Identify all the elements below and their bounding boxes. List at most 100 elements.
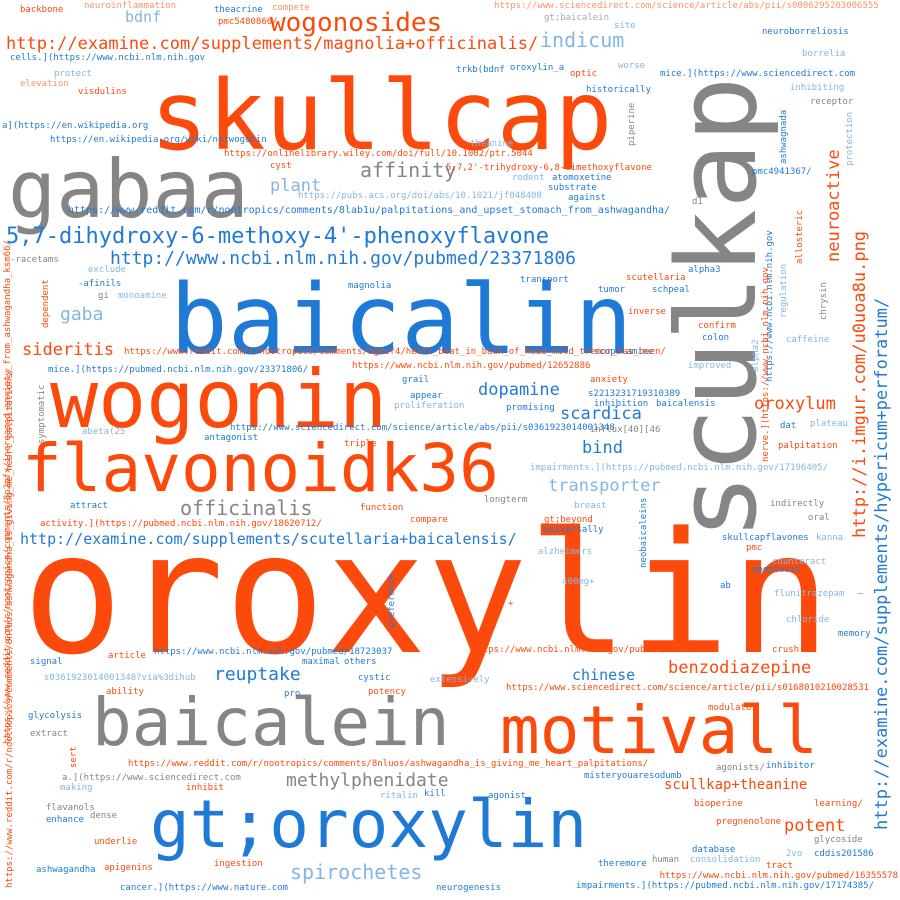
cloud-word: antagonist <box>204 433 259 443</box>
cloud-word: dependent <box>41 279 51 328</box>
cloud-word: backbone <box>20 5 64 15</box>
cloud-word: neobaicaleins <box>639 497 649 568</box>
cloud-word: misteryouaresodumb <box>584 771 682 781</box>
cloud-word: inhibitor <box>766 761 815 771</box>
cloud-word: exclude <box>88 265 126 275</box>
cloud-word: a](https://en.wikipedia.org <box>2 121 149 131</box>
cloud-word: mice.](https://www.sciencedirect.com <box>660 69 856 79</box>
cloud-word: receptor <box>810 97 854 107</box>
cloud-word: transport <box>520 275 569 285</box>
cloud-word: dense <box>90 811 118 821</box>
cloud-word: kanna <box>816 533 844 543</box>
cloud-word: baicalein <box>92 684 450 761</box>
cloud-word: counteract <box>772 557 827 567</box>
cloud-word: indirectly <box>770 499 825 509</box>
cloud-word: flavonoidk36 <box>22 430 499 507</box>
cloud-word: atomoxetine <box>552 173 612 183</box>
cloud-word: scopolamine <box>594 347 654 357</box>
cloud-word: alzheimers <box>538 547 593 557</box>
cloud-word: ingestion <box>214 859 263 869</box>
cloud-word: maximal <box>302 657 340 667</box>
cloud-word: inhibiting <box>790 83 845 93</box>
cloud-word: visdulins <box>78 87 127 97</box>
cloud-word: 2vo <box>786 849 803 859</box>
cloud-word: theremore <box>598 859 647 869</box>
cloud-word: dat <box>780 421 797 431</box>
cloud-word: historically <box>586 85 652 95</box>
cloud-word: sert <box>69 746 79 768</box>
cloud-word: modulator <box>708 703 757 713</box>
cloud-word: wogonin <box>50 353 388 446</box>
cloud-word: 5,7,2'-trihydroxy-6,8-dimethoxyflavone <box>446 163 652 173</box>
cloud-word: schpeal <box>652 285 690 295</box>
cloud-word: https://www.reddit.com/r/nootropics/comm… <box>124 347 666 357</box>
cloud-word: chloride <box>786 615 830 625</box>
cloud-word: methylphenidate <box>286 770 449 791</box>
cloud-word: impairments.](https://pubmed.ncbi.nlm.ni… <box>530 463 829 473</box>
cloud-word: https://onlinelibrary.wiley.com/doi/full… <box>224 149 533 159</box>
cloud-word: signal <box>30 657 63 667</box>
cloud-word: bdnf <box>125 8 162 26</box>
cloud-word: https://www.sciencedirect.com/science/ar… <box>230 423 615 433</box>
cloud-word: officinalis <box>180 496 313 520</box>
cloud-word: skullcap <box>150 60 613 172</box>
cloud-word: http://examine.com/supplements/scutellar… <box>20 530 517 548</box>
cloud-word: 5,7-dihydroxy-6-methoxy-4'-phenoxyflavon… <box>6 224 550 249</box>
cloud-word: crush <box>772 645 800 655</box>
cloud-word: https://www.reddit.com/r/nootropics/comm… <box>128 759 649 769</box>
cloud-word: indicum <box>540 28 625 52</box>
cloud-word: making <box>60 783 93 793</box>
cloud-word: affinity <box>360 158 457 182</box>
cloud-word: inhibit <box>186 783 224 793</box>
cloud-word: compare <box>410 515 448 525</box>
cloud-word: spirochetes <box>290 860 423 884</box>
cloud-word: s2213231719310389 <box>588 389 681 399</box>
cloud-word: kill <box>424 789 446 799</box>
cloud-word: ritalin <box>380 791 418 801</box>
cloud-word: https://pubs.acs.org/doi/abs/10.1021/jf0… <box>298 191 542 201</box>
cloud-word: http://examine.com/supplements/magnolia+… <box>6 34 539 54</box>
cloud-word: database <box>692 845 736 855</box>
cloud-word: motivall <box>500 692 818 769</box>
cloud-word: enhance <box>46 815 84 825</box>
cloud-word: benzodiazepine <box>668 658 812 678</box>
cloud-word: gt;oroxylin <box>150 786 588 863</box>
cloud-word: proliferation <box>394 401 465 411</box>
cloud-word: preference <box>387 573 397 628</box>
cloud-word: https://www.reddit.com/r/nootropics/comm… <box>5 367 15 888</box>
cloud-word: ashwagnada <box>779 109 789 164</box>
cloud-word: flavanols <box>46 803 95 813</box>
cloud-word: plant <box>270 176 322 196</box>
cloud-word: plateau <box>810 419 848 429</box>
cloud-word: protect <box>54 69 92 79</box>
cloud-word: baicalensis <box>656 399 716 409</box>
cloud-word: d1 <box>692 197 703 207</box>
cloud-word: a.](https://www.sciencedirect.com <box>62 773 241 783</box>
cloud-word: piperine <box>627 102 637 146</box>
cloud-word: promising <box>506 403 555 413</box>
cloud-word: grail <box>402 375 430 385</box>
cloud-word: http://i.imgur.com/u0uoa8u.png <box>850 230 870 538</box>
cloud-word: function <box>360 503 404 513</box>
cloud-word: inverse <box>628 307 666 317</box>
cloud-word: gt;baicalein <box>544 13 610 23</box>
cloud-word: underlie <box>94 837 138 847</box>
cloud-word: inhibition <box>594 399 649 409</box>
cloud-word: chinese <box>572 666 636 684</box>
cloud-word: optic <box>570 69 598 79</box>
cloud-word: neurogenesis <box>436 883 502 893</box>
cloud-word: bind <box>582 438 623 458</box>
cloud-word: extensively <box>430 675 490 685</box>
cloud-word: borrelia <box>802 49 846 59</box>
cloud-word: dopamine <box>478 380 560 400</box>
cloud-word: improved <box>688 361 732 371</box>
cloud-word: https://www.ncbi.nlm.nih.gov/pubmed/1635… <box>659 871 898 881</box>
cloud-word: http://www.ncbi.nlm.nih.gov/pubmed/23371… <box>110 248 576 269</box>
cloud-word: learning/ <box>814 799 863 809</box>
cloud-word: oroxylin_a <box>510 63 565 73</box>
cloud-word: impairments.](https://pubmed.ncbi.nlm.ni… <box>576 881 875 891</box>
cloud-word: https://www.ncbi.nlm.nih.gov/pubmed/1265… <box>352 361 591 371</box>
cloud-word: ability <box>106 687 144 697</box>
cloud-word: neuroinflammation <box>84 1 177 11</box>
